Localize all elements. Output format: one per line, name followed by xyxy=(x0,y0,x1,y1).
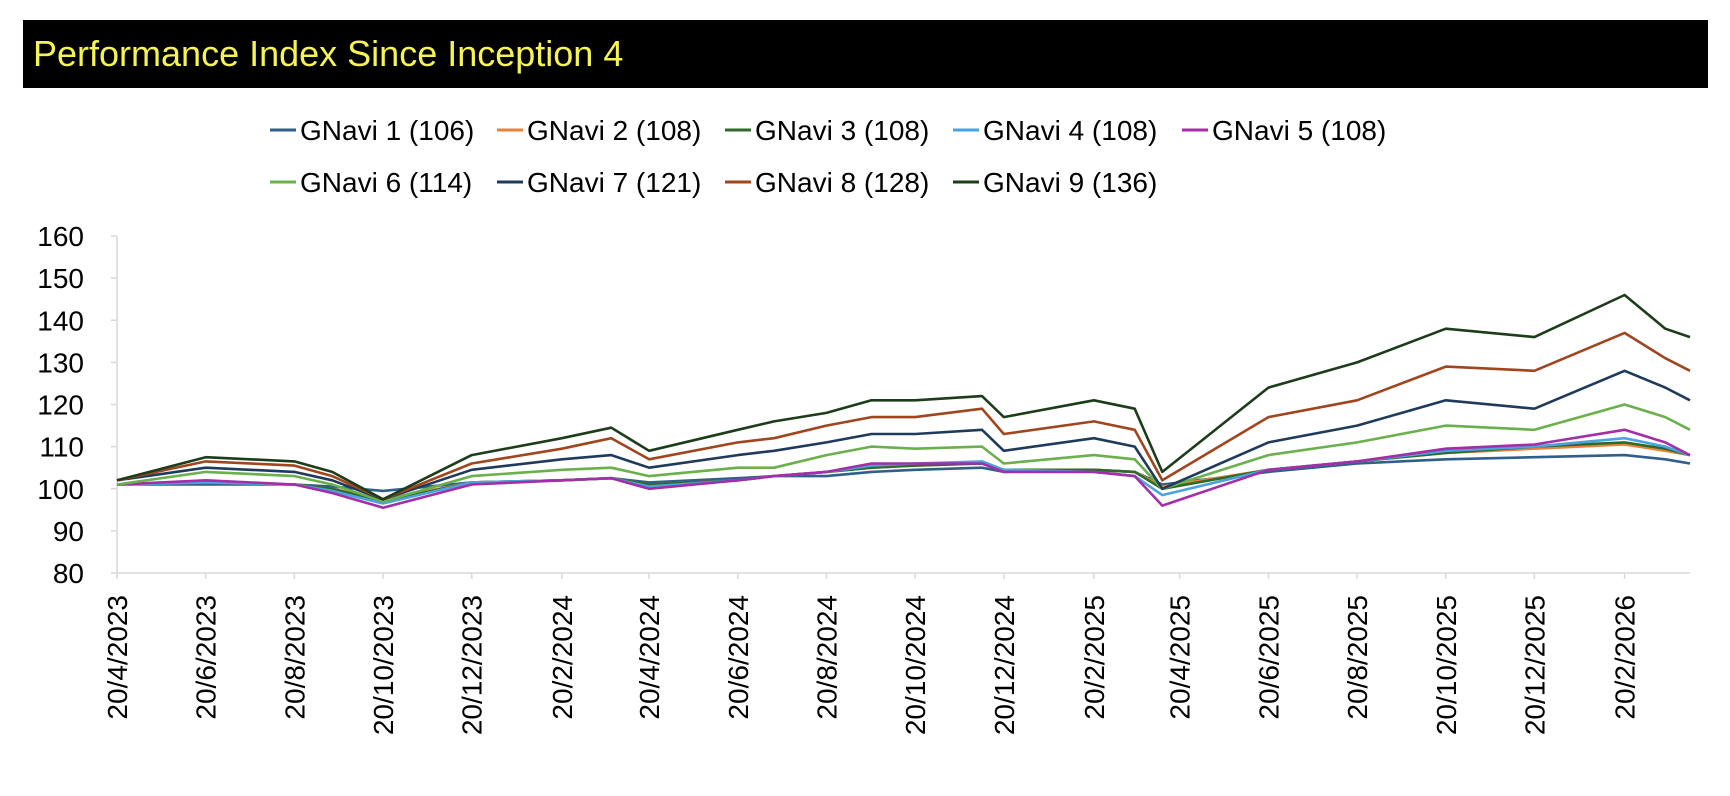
x-tick-label: 20/2/2025 xyxy=(1079,595,1110,720)
legend-item-5: GNavi 5 (108) xyxy=(1182,115,1386,146)
legend-label: GNavi 2 (108) xyxy=(527,115,701,146)
legend-label: GNavi 4 (108) xyxy=(983,115,1157,146)
series-lines xyxy=(116,293,1691,510)
axes xyxy=(116,236,1690,574)
y-axis-ticks: 80 90 100 110 120 130 140 150 160 xyxy=(37,221,117,589)
legend-item-7: GNavi 7 (121) xyxy=(497,167,701,198)
x-tick-label: 20/8/2024 xyxy=(811,595,842,720)
legend-label: GNavi 1 (106) xyxy=(300,115,474,146)
y-tick-label: 140 xyxy=(37,305,84,336)
x-tick-label: 20/10/2024 xyxy=(900,595,931,735)
legend: GNavi 1 (106) GNavi 2 (108) GNavi 3 (108) G… xyxy=(270,115,1386,198)
x-tick-label: 20/4/2025 xyxy=(1165,595,1196,720)
y-tick-label: 160 xyxy=(37,221,84,252)
legend-item-9: GNavi 9 (136) xyxy=(953,167,1157,198)
x-tick-label: 20/12/2025 xyxy=(1519,595,1550,735)
legend-label: GNavi 6 (114) xyxy=(300,167,472,198)
legend-label: GNavi 8 (128) xyxy=(755,167,929,198)
x-tick-label: 20/2/2024 xyxy=(547,595,578,720)
legend-label: GNavi 7 (121) xyxy=(527,167,701,198)
y-tick-label: 110 xyxy=(39,432,84,463)
chart-title: Performance Index Since Inception 4 xyxy=(33,33,624,74)
x-tick-label: 20/10/2023 xyxy=(368,595,399,735)
legend-item-8: GNavi 8 (128) xyxy=(725,167,929,198)
y-tick-label: 80 xyxy=(53,558,84,589)
title-bar: Performance Index Since Inception 4 xyxy=(23,20,1708,88)
series-line-8 xyxy=(116,331,1691,501)
y-tick-label: 90 xyxy=(53,516,84,547)
x-tick-label: 20/4/2023 xyxy=(102,595,133,720)
series-line-6 xyxy=(116,403,1691,503)
legend-item-1: GNavi 1 (106) xyxy=(270,115,474,146)
legend-label: GNavi 3 (108) xyxy=(755,115,929,146)
y-tick-label: 100 xyxy=(37,474,84,505)
series-line-9 xyxy=(116,293,1691,501)
legend-item-4: GNavi 4 (108) xyxy=(953,115,1157,146)
series-line-7 xyxy=(116,369,1691,501)
legend-item-2: GNavi 2 (108) xyxy=(497,115,701,146)
x-tick-label: 20/6/2023 xyxy=(191,595,222,720)
x-tick-label: 20/2/2026 xyxy=(1610,595,1641,720)
x-axis-ticks: 20/4/2023 20/6/2023 20/8/2023 20/10/2023 20/… xyxy=(102,573,1641,735)
x-tick-label: 20/8/2025 xyxy=(1342,595,1373,720)
legend-item-6: GNavi 6 (114) xyxy=(270,167,472,198)
series-line-5 xyxy=(116,428,1691,510)
x-tick-label: 20/6/2025 xyxy=(1253,595,1284,720)
x-tick-label: 20/8/2023 xyxy=(279,595,310,720)
series-line-1 xyxy=(117,453,1691,493)
legend-item-3: GNavi 3 (108) xyxy=(725,115,929,146)
x-tick-label: 20/12/2024 xyxy=(989,595,1020,735)
x-tick-label: 20/6/2024 xyxy=(723,595,754,720)
legend-label: GNavi 5 (108) xyxy=(1212,115,1386,146)
legend-label: GNavi 9 (136) xyxy=(983,167,1157,198)
x-tick-label: 20/4/2024 xyxy=(634,595,665,720)
x-tick-label: 20/12/2023 xyxy=(457,595,488,735)
y-tick-label: 120 xyxy=(37,390,84,421)
y-tick-label: 150 xyxy=(37,263,84,294)
x-tick-label: 20/10/2025 xyxy=(1431,595,1462,735)
y-tick-label: 130 xyxy=(37,347,84,378)
